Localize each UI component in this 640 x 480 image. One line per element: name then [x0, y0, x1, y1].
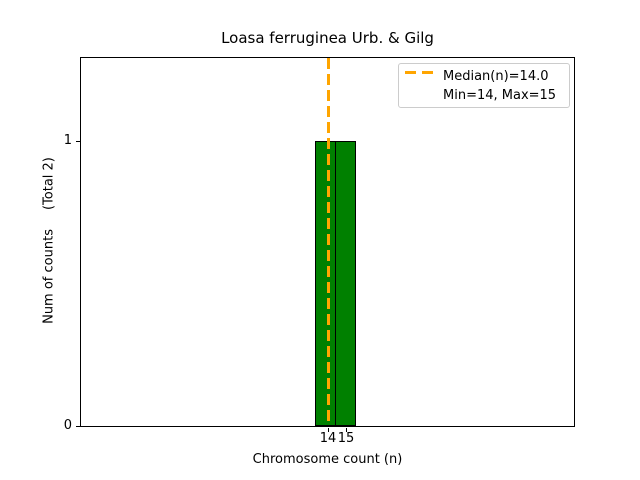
chart-title: Loasa ferruginea Urb. & Gilg	[221, 29, 434, 47]
histogram-bar-15	[335, 141, 356, 426]
legend-median-label: Median(n)=14.0	[443, 69, 549, 84]
y-axis-total-text: (Total 2)	[41, 157, 57, 211]
x-axis-label: Chromosome count (n)	[252, 452, 403, 467]
x-tick-label-14: 14	[319, 431, 337, 446]
y-tick-label-0: 0	[63, 418, 72, 433]
plot-area	[80, 57, 575, 427]
histogram-bar-14	[315, 141, 336, 426]
median-dashed-line-icon	[405, 71, 433, 74]
legend: Median(n)=14.0 Min=14, Max=15	[398, 63, 570, 108]
x-tick-mark-15	[346, 428, 347, 432]
x-tick-mark-14	[328, 428, 329, 432]
x-tick-label-15: 15	[337, 431, 355, 446]
legend-minmax-label: Min=14, Max=15	[443, 88, 557, 103]
y-axis-label: Num of counts (Total 2)	[41, 111, 58, 371]
y-tick-label-1: 1	[63, 133, 72, 148]
y-tick-mark-0	[76, 426, 80, 427]
y-tick-mark-1	[76, 141, 80, 142]
y-axis-label-text: Num of counts	[41, 229, 57, 324]
median-line	[327, 58, 330, 426]
